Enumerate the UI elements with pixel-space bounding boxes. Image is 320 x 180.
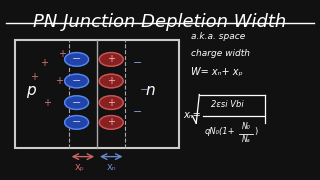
Text: +: +	[55, 76, 63, 86]
Text: PN Junction Depletion Width: PN Junction Depletion Width	[33, 13, 287, 31]
Text: qN₀(1+: qN₀(1+	[205, 127, 236, 136]
Text: a.k.a. space: a.k.a. space	[191, 32, 246, 41]
Text: +: +	[107, 98, 115, 108]
Text: +: +	[107, 117, 115, 127]
Text: N₀: N₀	[242, 122, 250, 131]
Circle shape	[99, 53, 123, 66]
Text: 2εsi Vbi: 2εsi Vbi	[211, 100, 244, 109]
Circle shape	[65, 116, 89, 129]
Text: xₚ: xₚ	[75, 162, 85, 172]
Circle shape	[99, 74, 123, 88]
Text: charge width: charge width	[191, 49, 251, 58]
Text: +: +	[107, 76, 115, 86]
Text: Nₐ: Nₐ	[242, 135, 250, 144]
Text: ): )	[254, 127, 258, 136]
Bar	[15, 40, 179, 148]
Text: +: +	[30, 72, 38, 82]
Text: −: −	[133, 107, 143, 117]
Circle shape	[99, 116, 123, 129]
Text: +: +	[43, 98, 51, 108]
Circle shape	[99, 96, 123, 109]
Text: −: −	[72, 117, 81, 127]
Circle shape	[65, 53, 89, 66]
Text: −: −	[72, 76, 81, 86]
Text: W= xₙ+ xₚ: W= xₙ+ xₚ	[191, 67, 243, 77]
Text: −: −	[72, 54, 81, 64]
Text: +: +	[40, 58, 48, 68]
Text: −: −	[72, 98, 81, 108]
Text: +: +	[59, 49, 67, 59]
Text: xₙ: xₙ	[107, 162, 116, 172]
Text: n: n	[146, 82, 156, 98]
Text: p: p	[26, 82, 36, 98]
Text: +: +	[107, 54, 115, 64]
Text: −: −	[140, 85, 149, 95]
Circle shape	[65, 96, 89, 109]
Text: xₙ=: xₙ=	[184, 110, 201, 120]
Text: −: −	[133, 58, 143, 68]
Circle shape	[65, 74, 89, 88]
